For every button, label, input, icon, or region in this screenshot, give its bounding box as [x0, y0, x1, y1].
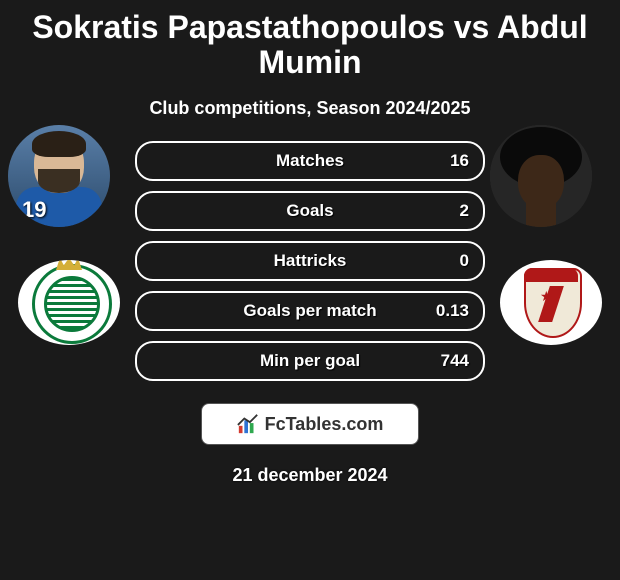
page-title: Sokratis Papastathopoulos vs Abdul Mumin: [0, 0, 620, 84]
stat-row: Min per goal 744: [135, 341, 485, 381]
logo-text: FcTables.com: [265, 414, 384, 435]
stat-value-right: 744: [441, 351, 469, 371]
fctables-logo: FcTables.com: [201, 403, 419, 445]
stat-value-right: 16: [450, 151, 469, 171]
stat-label: Matches: [276, 151, 344, 171]
club2-crest: ★: [500, 260, 602, 345]
date-label: 21 december 2024: [0, 465, 620, 486]
stat-row: Goals 2: [135, 191, 485, 231]
stat-value-right: 0: [460, 251, 469, 271]
stat-rows: Matches 16 Goals 2 Hattricks 0 Goals per match…: [135, 141, 485, 381]
player1-avatar: 19: [8, 125, 110, 227]
stat-row: Goals per match 0.13: [135, 291, 485, 331]
bar-chart-icon: [237, 413, 259, 435]
stat-value-right: 0.13: [436, 301, 469, 321]
stat-label: Min per goal: [260, 351, 360, 371]
stat-value-right: 2: [460, 201, 469, 221]
stat-label: Hattricks: [274, 251, 347, 271]
player2-avatar: [490, 125, 592, 227]
stat-row: Matches 16: [135, 141, 485, 181]
stat-label: Goals: [286, 201, 333, 221]
player1-jersey-number: 19: [22, 197, 46, 223]
stat-row: Hattricks 0: [135, 241, 485, 281]
stat-label: Goals per match: [243, 301, 376, 321]
club1-crest: [18, 260, 120, 345]
subtitle: Club competitions, Season 2024/2025: [0, 98, 620, 119]
